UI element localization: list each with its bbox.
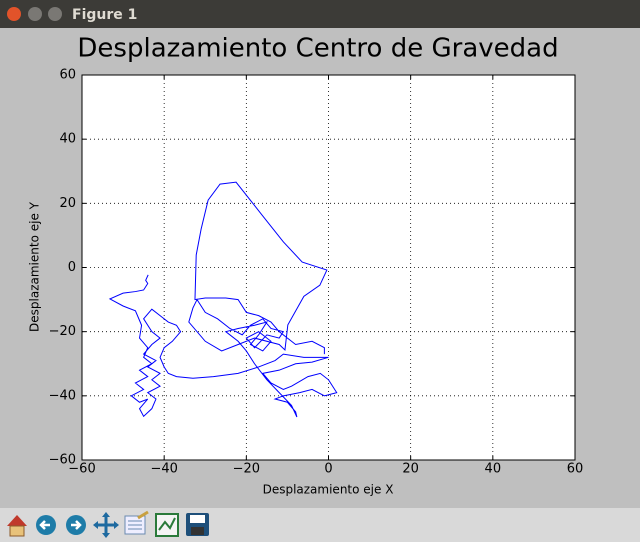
plot-area: −60 −40 −20 0 20 40 60 −60 −40 −20 0 20 40 60 <box>49 68 584 477</box>
toolbar-buttons <box>5 510 209 538</box>
x-tick-label: 0 <box>324 462 332 477</box>
chart-title: Desplazamiento Centro de Gravedad <box>77 34 558 64</box>
y-tick-label: −40 <box>49 388 76 403</box>
y-tick-label: −20 <box>49 324 76 339</box>
save-button[interactable] <box>186 513 209 536</box>
home-button[interactable] <box>5 513 29 537</box>
configure-button[interactable] <box>155 513 179 537</box>
window-title: Figure 1 <box>72 7 137 23</box>
x-tick-label: 60 <box>567 462 584 477</box>
x-tick-label: 20 <box>402 462 419 477</box>
minimize-button[interactable] <box>28 7 42 21</box>
zoom-button[interactable] <box>124 510 149 535</box>
x-tick-label: −20 <box>233 462 260 477</box>
y-tick-label: 0 <box>68 260 76 275</box>
y-axis-label: Desplazamiento eje Y <box>28 201 42 332</box>
forward-button[interactable] <box>66 515 86 535</box>
title-bar <box>0 0 640 28</box>
y-tick-label: 20 <box>59 196 76 211</box>
x-axis-label: Desplazamiento eje X <box>263 483 394 497</box>
maximize-button[interactable] <box>48 7 62 21</box>
x-tick-label: −40 <box>150 462 177 477</box>
data-line <box>108 181 338 418</box>
x-tick-label: −60 <box>68 462 95 477</box>
y-tick-label: 60 <box>59 68 76 83</box>
y-tick-label: 40 <box>59 132 76 147</box>
y-tick-label: −60 <box>49 453 76 468</box>
pan-button[interactable] <box>93 512 119 538</box>
back-button[interactable] <box>36 515 56 535</box>
x-tick-label: 40 <box>485 462 502 477</box>
close-button[interactable] <box>7 7 21 21</box>
